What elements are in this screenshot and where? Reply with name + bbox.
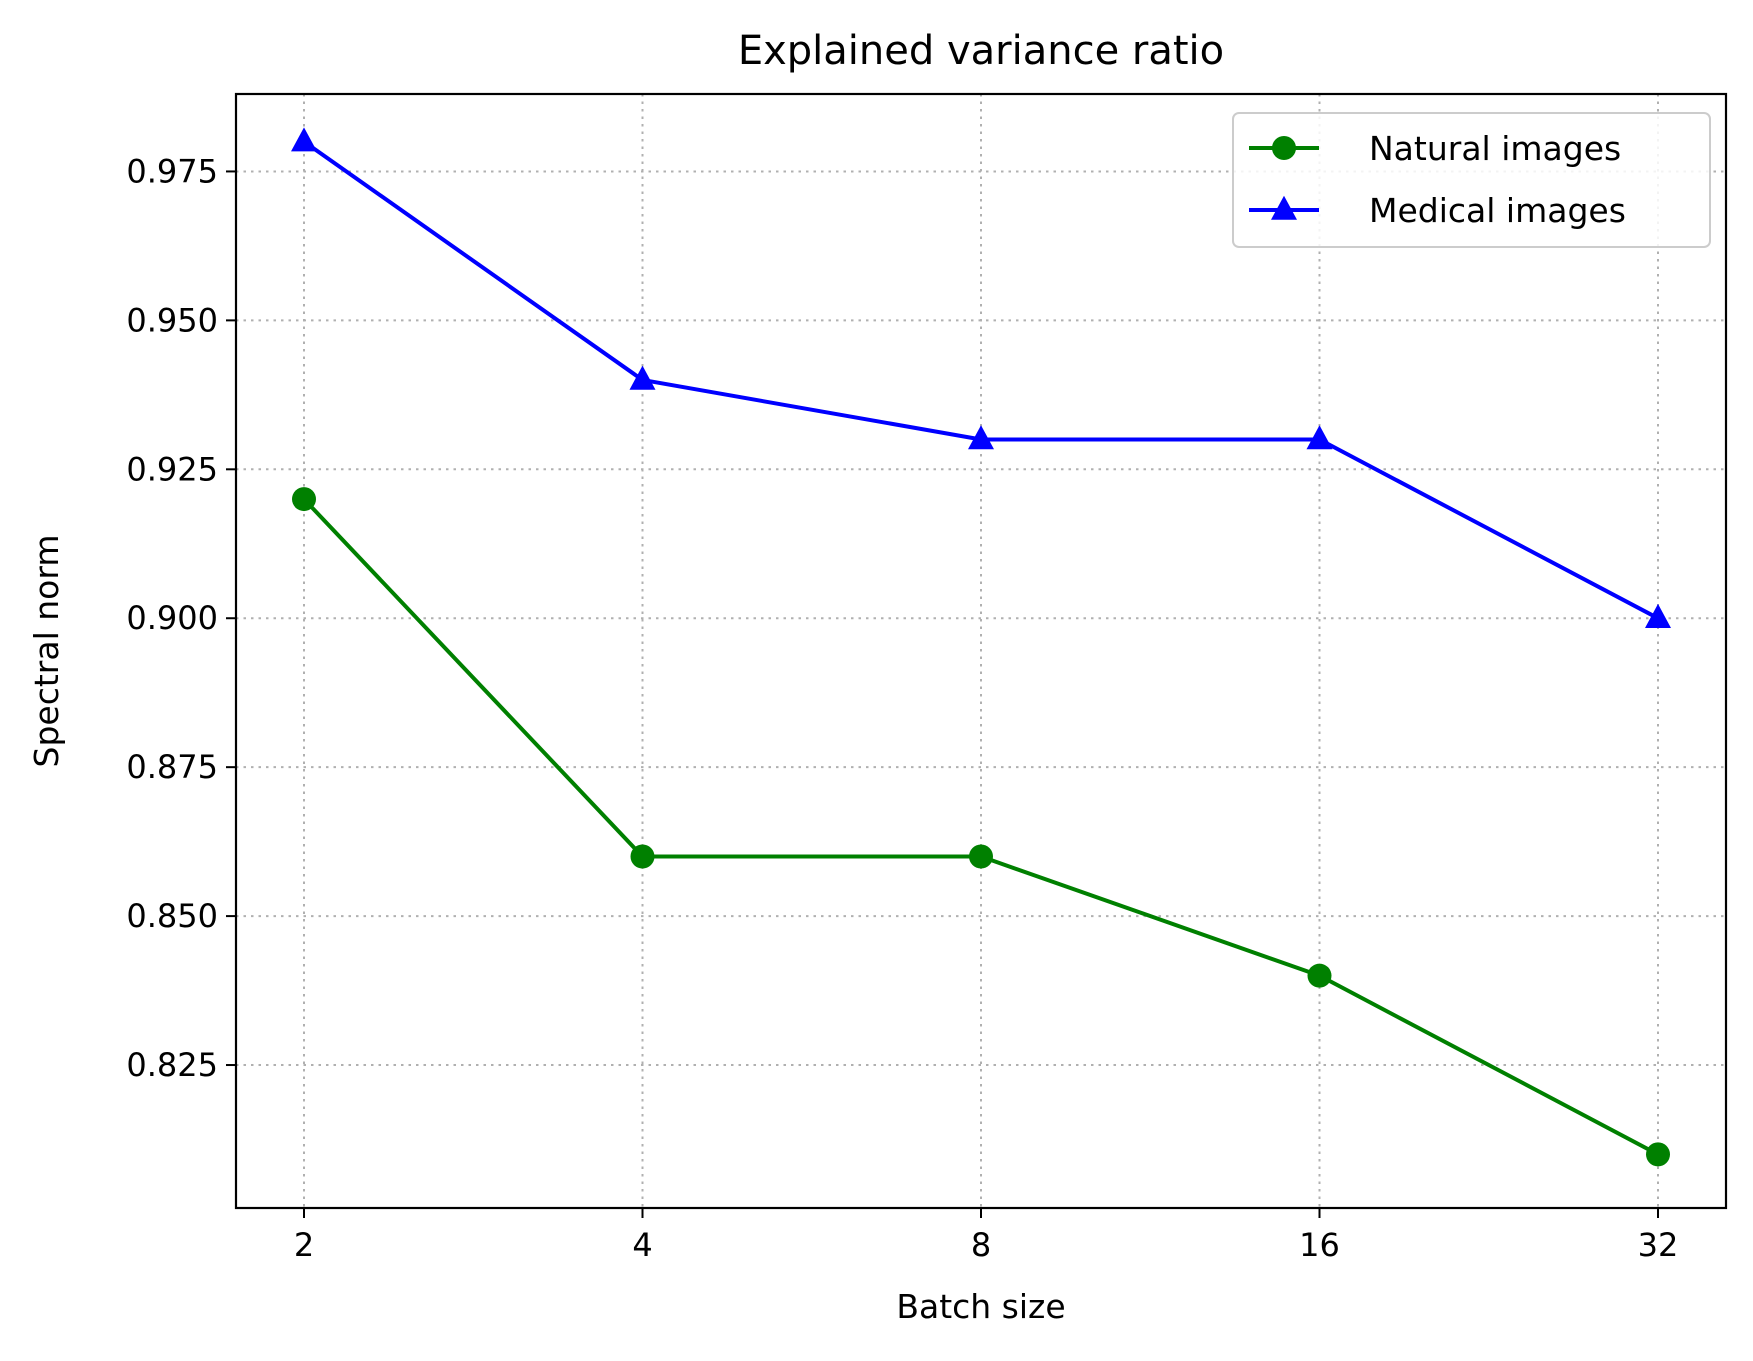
x-axis: 2 4 8 16 32 xyxy=(294,1208,1679,1264)
x-tick-label-16: 16 xyxy=(1299,1226,1340,1264)
y-tick-label-0-925: 0.925 xyxy=(126,450,218,488)
x-tick-label-8: 8 xyxy=(971,1226,991,1264)
y-tick-label-0-850: 0.850 xyxy=(126,897,218,935)
data-point-medical-images-8 xyxy=(968,425,994,450)
series-medical-images xyxy=(291,127,1671,628)
y-tick-label-0-900: 0.900 xyxy=(126,599,218,637)
y-axis: 0.825 0.850 0.875 0.900 0.925 0.950 0.975 xyxy=(126,152,236,1084)
y-tick-label-0-825: 0.825 xyxy=(126,1046,218,1084)
legend-item-natural-images: Natural images xyxy=(1249,129,1621,168)
series-natural-images xyxy=(292,487,1670,1167)
data-point-natural-images-32 xyxy=(1646,1142,1670,1167)
chart-title: Explained variance ratio xyxy=(738,28,1224,74)
data-point-medical-images-4 xyxy=(629,365,656,390)
legend-marker xyxy=(1272,136,1296,160)
y-axis-label: Spectral norm xyxy=(27,535,66,768)
data-point-medical-images-2 xyxy=(291,127,317,152)
data-point-medical-images-32 xyxy=(1645,603,1671,628)
x-tick-label-2: 2 xyxy=(294,1226,314,1264)
legend-item-medical-images: Medical images xyxy=(1249,191,1626,230)
y-tick-label-0-875: 0.875 xyxy=(126,748,218,786)
data-point-natural-images-8 xyxy=(969,844,993,869)
legend-box xyxy=(1232,112,1711,248)
y-tick-label-0-975: 0.975 xyxy=(126,152,218,190)
data-point-natural-images-16 xyxy=(1307,963,1332,988)
legend: Natural images Medical images xyxy=(1232,112,1711,248)
x-tick-label-4: 4 xyxy=(632,1226,652,1264)
data-point-natural-images-4 xyxy=(630,844,655,869)
data-point-natural-images-2 xyxy=(292,487,316,512)
legend-marker xyxy=(1271,195,1297,220)
legend-label: Medical images xyxy=(1369,191,1626,230)
x-tick-label-32: 32 xyxy=(1638,1226,1679,1264)
data-point-medical-images-16 xyxy=(1306,425,1333,450)
y-tick-label-0-950: 0.950 xyxy=(126,301,218,339)
legend-label: Natural images xyxy=(1369,129,1621,168)
grid xyxy=(236,94,1726,1208)
x-axis-label: Batch size xyxy=(896,1287,1065,1326)
series xyxy=(291,127,1671,1167)
